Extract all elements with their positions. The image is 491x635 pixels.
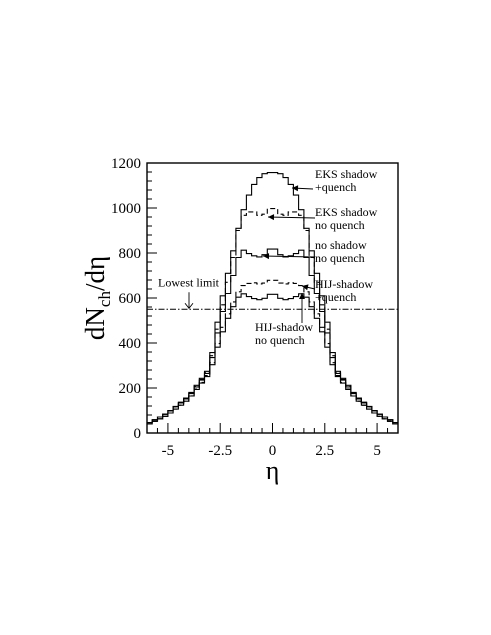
annotation-noshadow_noquench-line1: no quench [315, 251, 365, 265]
annotation-arrowhead [302, 284, 309, 291]
y-tick-label: 0 [134, 426, 142, 442]
y-tick-label: 1000 [111, 201, 141, 217]
y-axis-label: dNch/dη [80, 256, 114, 340]
annotation-hij_quench-line1: +quench [315, 290, 356, 304]
annotation-arrowhead [292, 185, 299, 192]
lowest-limit-arrow [184, 292, 194, 309]
annotation-eks_quench-line0: EKS shadow [315, 167, 378, 181]
plot-frame [146, 162, 399, 434]
y-tick-label: 1200 [111, 156, 141, 172]
curves [147, 172, 398, 425]
y-axis-label-sub: ch [95, 291, 114, 308]
x-tick-label: 5 [373, 443, 381, 459]
annotation-arrowhead [263, 253, 270, 260]
annotation-hij_noquench-line1: no quench [255, 333, 305, 347]
x-tick-label: 0 [269, 443, 277, 459]
annotation-arrowhead [268, 214, 275, 221]
x-tick-label: 2.5 [315, 443, 334, 459]
y-tick-label: 200 [119, 381, 142, 397]
series-hij_quench [147, 279, 398, 425]
axis-ticks [147, 162, 389, 434]
tick-labels: -5 -2.5 0 2.5 5 0 200 400 600 800 1000 1200 [111, 156, 381, 459]
x-tick-label: -2.5 [208, 443, 232, 459]
annotation-noshadow_noquench-line0: no shadow [315, 238, 367, 252]
lowest-limit-label: Lowest limit [158, 275, 220, 289]
annotation-arrowhead [299, 293, 305, 299]
annotation-arrow [267, 216, 316, 219]
x-tick-label: -5 [162, 443, 175, 459]
y-tick-label: 600 [119, 291, 142, 307]
annotation-hij_quench-line0: HIJ-shadow [315, 277, 373, 291]
annotation-hij_noquench-line0: HIJ-shadow [255, 320, 313, 334]
annotation-arrow [262, 255, 316, 258]
y-axis-label-tail: /dη [80, 256, 110, 291]
y-tick-label: 800 [119, 246, 142, 262]
y-axis-label-main: dN [80, 307, 110, 340]
series-hij_noquench [147, 293, 398, 425]
annotation-eks_noquench-line0: EKS shadow [315, 205, 378, 219]
x-axis-label: η [266, 456, 280, 485]
annotation-eks_quench-line1: +quench [315, 180, 356, 194]
annotation-eks_noquench-line1: no quench [315, 218, 365, 232]
y-tick-label: 400 [119, 336, 142, 352]
